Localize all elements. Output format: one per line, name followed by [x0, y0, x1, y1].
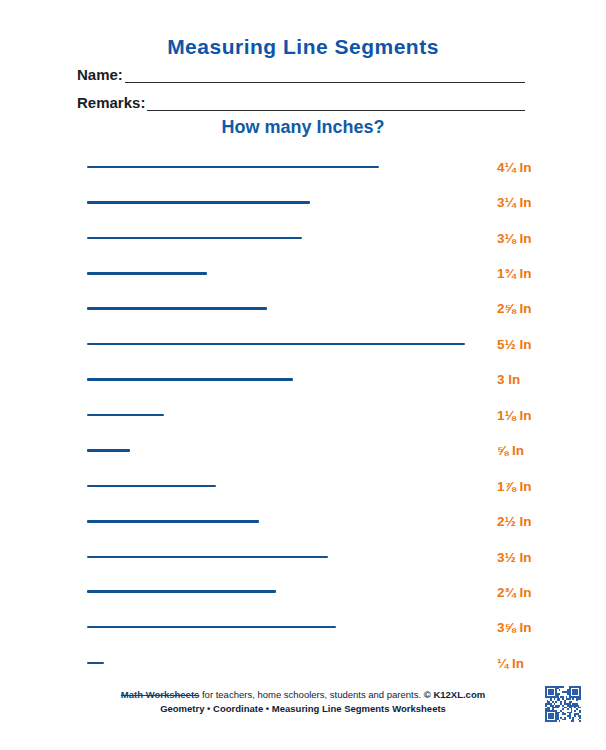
line-segment: [87, 307, 267, 310]
remarks-label: Remarks:: [77, 94, 145, 111]
line-segment: [87, 378, 293, 381]
name-label: Name:: [77, 66, 123, 83]
remarks-write-line: [147, 93, 525, 111]
answer-label: 3 In: [497, 372, 520, 387]
segment-row: 3¼ In: [87, 184, 552, 219]
line-segment: [87, 166, 379, 168]
footer-tagline: for teachers, home schoolers, students a…: [199, 689, 423, 700]
answer-label: 4¼ In: [497, 159, 532, 174]
answer-label: 1⅞ In: [497, 478, 532, 493]
segment-row: 3⅛ In: [87, 220, 552, 255]
answer-label: 3⅝ In: [497, 620, 532, 635]
line-segment: [87, 272, 207, 275]
page-footer: Math Worksheets for teachers, home schoo…: [0, 688, 606, 715]
segment-row: 1⅛ In: [87, 397, 552, 432]
worksheet-page: Measuring Line Segments Name: Remarks: H…: [0, 0, 606, 750]
answer-label: 3½ In: [497, 549, 532, 564]
footer-copyright: © K12XL.com: [424, 689, 485, 700]
worksheet-question: How many Inches?: [0, 117, 606, 138]
line-segment: [87, 556, 328, 558]
remarks-field-row: Remarks:: [77, 91, 525, 111]
segment-row: 2⅝ In: [87, 291, 552, 326]
segment-row: 3⅝ In: [87, 610, 552, 645]
answer-label: 2⅝ In: [497, 301, 532, 316]
segment-row: 2¾ In: [87, 574, 552, 609]
line-segment: [87, 662, 104, 664]
answer-label: 3¼ In: [497, 195, 532, 210]
line-segment: [87, 626, 336, 628]
answer-label: 3⅛ In: [497, 230, 532, 245]
qr-code-graphic: [545, 686, 581, 722]
segment-row: 3 In: [87, 362, 552, 397]
segment-row: 1⅞ In: [87, 468, 552, 503]
segment-row: 5½ In: [87, 326, 552, 361]
segments-list: 4¼ In 3¼ In 3⅛ In 1¾ In 2⅝ In 5½ In 3 In: [87, 149, 552, 681]
line-segment: [87, 520, 259, 523]
line-segment: [87, 343, 465, 345]
line-segment: [87, 590, 276, 593]
line-segment: [87, 201, 310, 204]
footer-brand: Math Worksheets: [121, 689, 199, 700]
answer-label: 2½ In: [497, 514, 532, 529]
segment-row: ⅝ In: [87, 433, 552, 468]
segment-row: 1¾ In: [87, 255, 552, 290]
segment-row: 2½ In: [87, 503, 552, 538]
line-segment: [87, 485, 216, 487]
name-field-row: Name:: [77, 63, 525, 83]
qr-code: [545, 686, 581, 722]
line-segment: [87, 237, 302, 239]
line-segment: [87, 449, 130, 452]
answer-label: 2¾ In: [497, 584, 532, 599]
segment-row: 4¼ In: [87, 149, 552, 184]
answer-label: 1¾ In: [497, 266, 532, 281]
answer-label: 1⅛ In: [497, 407, 532, 422]
answer-label: ⅝ In: [497, 443, 524, 458]
segment-row: 3½ In: [87, 539, 552, 574]
segment-row: ¼ In: [87, 645, 552, 680]
answer-label: 5½ In: [497, 336, 532, 351]
page-title: Measuring Line Segments: [0, 35, 606, 59]
name-write-line: [125, 65, 525, 83]
footer-line1: Math Worksheets for teachers, home schoo…: [0, 688, 606, 702]
line-segment: [87, 414, 164, 416]
answer-label: ¼ In: [497, 655, 524, 670]
footer-line2: Geometry • Coordinate • Measuring Line S…: [0, 702, 606, 715]
